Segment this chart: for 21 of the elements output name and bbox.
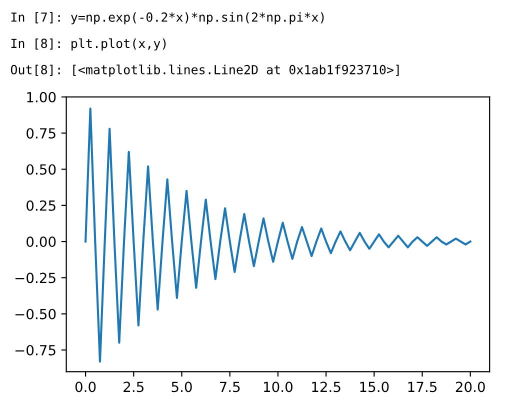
line-series [84,107,472,363]
y-tick-label: 1.00 [27,92,56,102]
x-tick-label: 7.5 [220,382,240,392]
x-tick-label: 17.5 [408,382,437,392]
x-tick-label: 10.0 [264,382,292,392]
y-tick-label: 0.00 [26,236,56,248]
text: In [8]: plt.plot(x,y) [11,38,166,51]
y-tick-label: 0.75 [26,128,56,139]
x-tick-label: 5.0 [172,382,192,392]
x-tick-label: 12.5 [312,382,340,392]
x-tick-label: 2.5 [124,382,144,392]
x-tick-label: 15.0 [360,382,389,392]
x-tick-label: 0.0 [75,382,96,392]
y-tick-label: −0.75 [15,344,56,356]
y-tick-label: 0.25 [26,200,56,211]
y-tick-label: −0.25 [15,272,56,284]
y-tick-label: −0.50 [15,308,56,320]
text: Out[8]: [<matplotlib.lines.Line2D at 0x1ab1f923710>] [10,64,399,77]
x-tick-label: 20.0 [456,382,485,392]
text: In [7]: y=np.exp(-0.2*x)*np.sin(2*np.pi*x) [11,12,324,24]
y-tick-label: 0.50 [26,164,56,175]
